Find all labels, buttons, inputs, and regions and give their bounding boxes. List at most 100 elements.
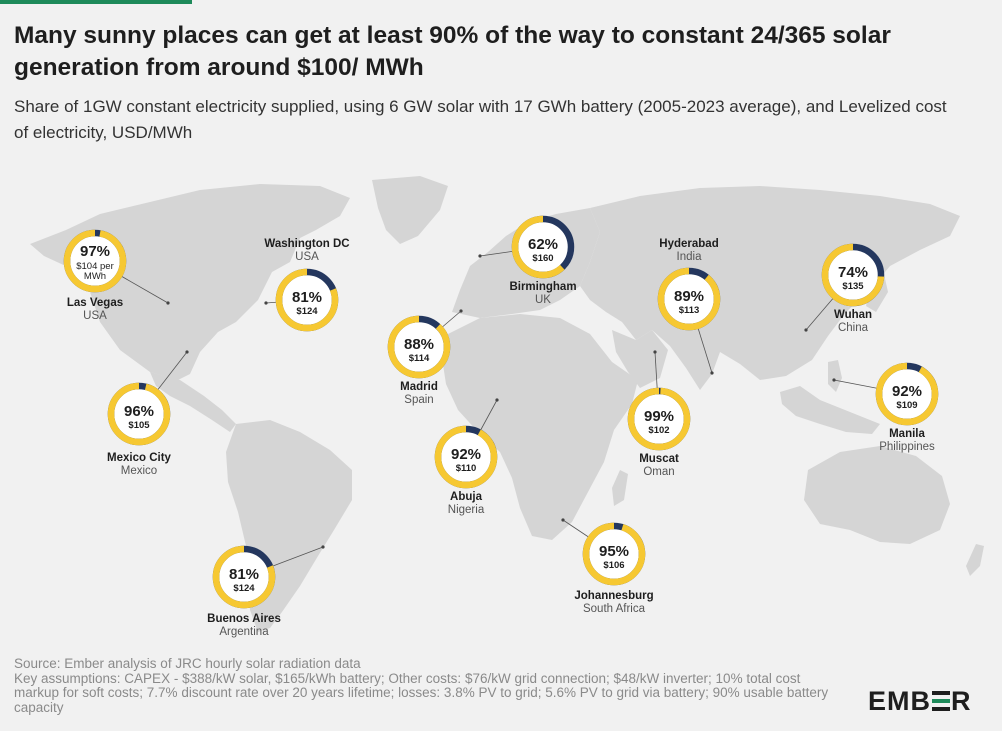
share-label: 96% (124, 403, 154, 420)
marker-fill (511, 215, 575, 279)
city-country: Nigeria (447, 504, 485, 516)
city-name: Hyderabad (659, 238, 719, 250)
marker-fill (875, 362, 939, 426)
land-masses (30, 176, 984, 632)
marker-johannesburg: 95%$106 (582, 522, 646, 586)
ring-share (275, 268, 339, 332)
marker-mexico-city: 96%$105 (107, 382, 171, 446)
ring-share (107, 382, 171, 446)
ring-share (582, 522, 646, 586)
city-country: China (837, 322, 869, 334)
cost-label: $106 (603, 560, 624, 571)
landmass-australia (804, 446, 950, 544)
location-dot-mexico-city (185, 350, 189, 354)
city-label-hyderabad: Hyderabad India (659, 238, 718, 264)
cost-label: $105 (128, 420, 150, 431)
city-label-muscat: Muscat Oman (639, 453, 679, 479)
location-dot-las-vegas (166, 301, 170, 305)
city-name: Birmingham (509, 281, 577, 293)
location-dot-madrid (459, 309, 463, 313)
city-label-wuhan: Wuhan China (834, 309, 872, 335)
city-country: Philippines (879, 441, 935, 453)
ring-share (511, 215, 575, 279)
city-label-las-vegas: Las Vegas USA (67, 297, 123, 323)
city-country: USA (83, 310, 107, 322)
marker-madrid: 88%$114 (387, 315, 451, 379)
share-label: 89% (674, 288, 704, 305)
cost-label: $104 per (76, 261, 114, 272)
city-country: Oman (643, 466, 675, 478)
location-dot-buenos-aires (321, 545, 325, 549)
cost-label: $124 (296, 306, 318, 317)
chart-subtitle: Share of 1GW constant electricity suppli… (14, 97, 947, 142)
ring-share (657, 267, 721, 331)
landmass-north-america (30, 184, 350, 380)
share-label: 81% (229, 566, 259, 583)
marker-manila: 92%$109 (875, 362, 939, 426)
city-name: Wuhan (833, 309, 873, 321)
share-label: 88% (404, 336, 434, 353)
city-country: USA (295, 251, 319, 263)
city-label-mexico-city: Mexico City Mexico (107, 452, 171, 478)
marker-fill (657, 267, 721, 331)
landmass-new-zealand (966, 544, 984, 576)
landmass-greenland (372, 176, 448, 244)
landmass-africa (442, 314, 638, 540)
cost-label: $102 (648, 425, 669, 436)
marker-hyderabad: 89%$113 (657, 267, 721, 331)
marker-abuja: 92%$110 (434, 425, 498, 489)
landmass-asia (580, 186, 960, 390)
marker-buenos-aires: 81%$124 (212, 545, 276, 609)
chart-title: Many sunny places can get at least 90% o… (14, 22, 891, 81)
city-name: Buenos Aires (207, 613, 281, 625)
landmass-central-america (150, 372, 236, 432)
share-label: 95% (599, 543, 629, 560)
cost-label: $114 (409, 353, 430, 364)
city-name: Manila (889, 428, 925, 440)
city-country: Spain (404, 394, 434, 406)
marker-muscat: 99%$102 (627, 387, 691, 451)
location-dot-abuja (495, 398, 499, 402)
city-label-johannesburg: Johannesburg South Africa (574, 590, 653, 616)
share-label: 81% (292, 289, 322, 306)
share-label: 92% (892, 383, 922, 400)
city-country: South Africa (582, 603, 646, 615)
cost-label: $135 (842, 281, 864, 292)
ring-share (821, 243, 885, 307)
ember-logo: EMB R (868, 686, 972, 716)
city-label-manila: Manila Philippines (879, 428, 935, 454)
cost-label: $113 (679, 305, 700, 316)
marker-fill (821, 243, 885, 307)
share-label: 74% (838, 264, 868, 281)
landmass-arabia (612, 330, 668, 388)
share-label: 99% (644, 408, 674, 425)
ring-share (387, 315, 451, 379)
location-dot-hyderabad (710, 371, 714, 375)
accent-bar (0, 0, 192, 4)
city-country: India (676, 251, 702, 263)
ring-share (434, 425, 498, 489)
location-dot-johannesburg (561, 518, 565, 522)
city-name: Muscat (639, 453, 679, 465)
landmass-southeast-asia (780, 386, 880, 434)
ring-share (63, 229, 127, 293)
cost-label: $109 (896, 400, 917, 411)
city-name: Mexico City (107, 452, 171, 464)
ember-logo-mark (932, 691, 950, 711)
marker-fill (212, 545, 276, 609)
assumptions-note: Key assumptions: CAPEX - $388/kW solar, … (14, 670, 829, 715)
location-dot-wuhan (804, 328, 808, 332)
city-label-madrid: Madrid Spain (400, 381, 438, 407)
ring-share (875, 362, 939, 426)
share-label: 62% (528, 236, 558, 253)
marker-fill (107, 382, 171, 446)
cost-label: $160 (532, 253, 553, 264)
city-country: UK (535, 294, 551, 306)
ring-share (212, 545, 276, 609)
location-dot-birmingham (478, 254, 482, 258)
city-name: Johannesburg (574, 590, 654, 602)
city-label-birmingham: Birmingham UK (509, 281, 576, 307)
marker-fill (627, 387, 691, 451)
